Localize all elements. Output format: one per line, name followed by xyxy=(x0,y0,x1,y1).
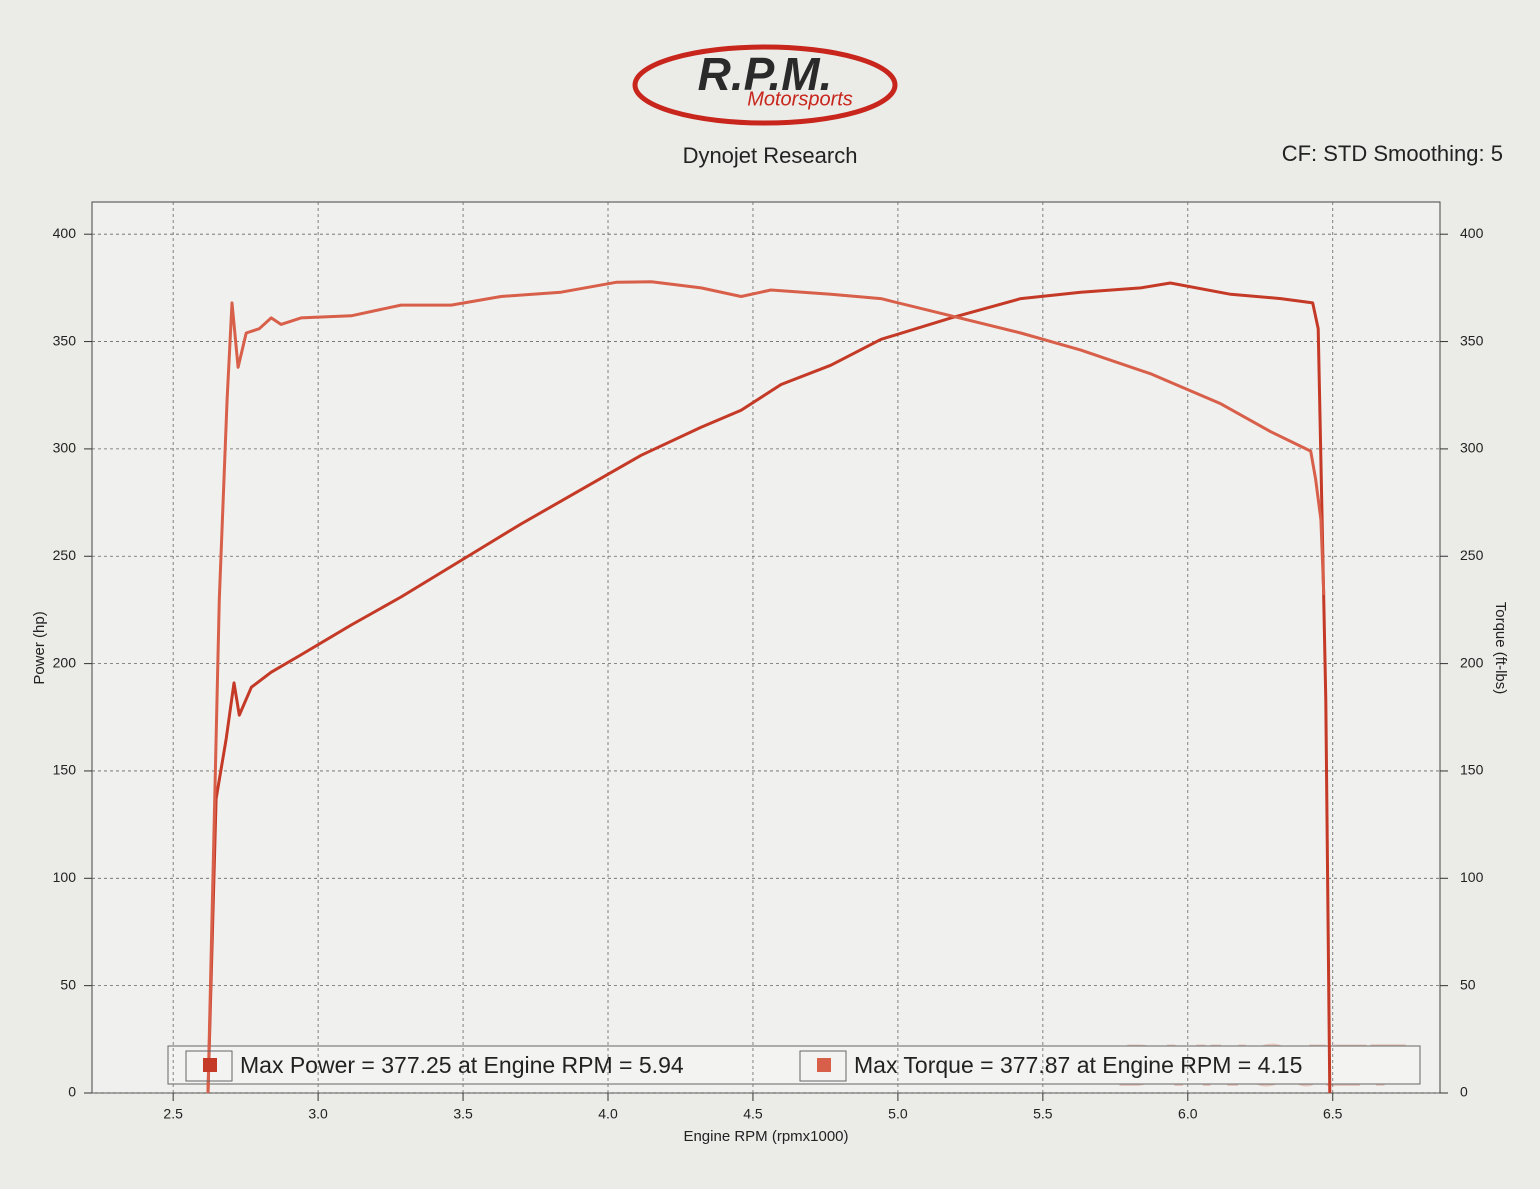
series-line xyxy=(206,281,1332,1094)
y-tick-label: 50 xyxy=(60,976,76,992)
x-tick-label: 5.5 xyxy=(1033,1106,1053,1122)
y-tick-label: 150 xyxy=(53,762,77,778)
chart-title: Dynojet Research xyxy=(683,143,858,168)
legend-frame xyxy=(799,1050,847,1082)
plot-area xyxy=(91,201,1441,1094)
legend-label: Max Power = 377.25 at Engine RPM = 5.94 xyxy=(240,1052,684,1078)
y2-tick-label: 300 xyxy=(1460,440,1484,456)
y-tick-label: 0 xyxy=(68,1084,76,1100)
legend-swatch xyxy=(817,1058,831,1072)
x-tick-label: 4.0 xyxy=(598,1106,618,1122)
legend-label: Max Torque = 377.87 at Engine RPM = 4.15 xyxy=(854,1052,1302,1078)
y-tick-label: 350 xyxy=(53,332,77,348)
y2-tick-label: 150 xyxy=(1460,762,1484,778)
x-tick-label: 5.0 xyxy=(888,1106,908,1122)
x-tick-label: 6.5 xyxy=(1323,1106,1343,1122)
series-line xyxy=(206,280,1326,1094)
y2-tick-label: 100 xyxy=(1460,869,1484,885)
x-tick-label: 3.0 xyxy=(308,1106,328,1122)
x-axis-label: Engine RPM (rpmx1000) xyxy=(683,1128,848,1145)
x-tick-label: 6.0 xyxy=(1178,1106,1198,1122)
legend xyxy=(167,1045,1421,1085)
y-axis-label: Power (hp) xyxy=(31,611,48,684)
y-tick-label: 400 xyxy=(53,225,77,241)
y2-tick-label: 400 xyxy=(1460,225,1484,241)
y2-tick-label: 200 xyxy=(1460,654,1484,670)
logo: R.P.M. xyxy=(698,48,833,100)
logo-ring xyxy=(632,44,898,126)
y-tick-label: 200 xyxy=(53,654,77,670)
x-tick-label: 2.5 xyxy=(163,1106,183,1122)
legend-swatch xyxy=(203,1058,217,1072)
y2-tick-label: 250 xyxy=(1460,547,1484,563)
logo-sub: Motorsports xyxy=(747,88,853,110)
y2-axis-label: Torque (ft-lbs) xyxy=(1492,602,1509,695)
y2-tick-label: 0 xyxy=(1460,1084,1468,1100)
y2-tick-label: 350 xyxy=(1460,332,1484,348)
x-tick-label: 3.5 xyxy=(453,1106,473,1122)
y2-tick-label: 50 xyxy=(1460,976,1476,992)
x-tick-label: 4.5 xyxy=(743,1106,763,1122)
y-tick-label: 100 xyxy=(53,869,77,885)
y-tick-label: 250 xyxy=(53,547,77,563)
legend-frame xyxy=(185,1050,233,1082)
y-tick-label: 300 xyxy=(53,440,77,456)
settings: CF: STD Smoothing: 5 xyxy=(1282,141,1503,166)
